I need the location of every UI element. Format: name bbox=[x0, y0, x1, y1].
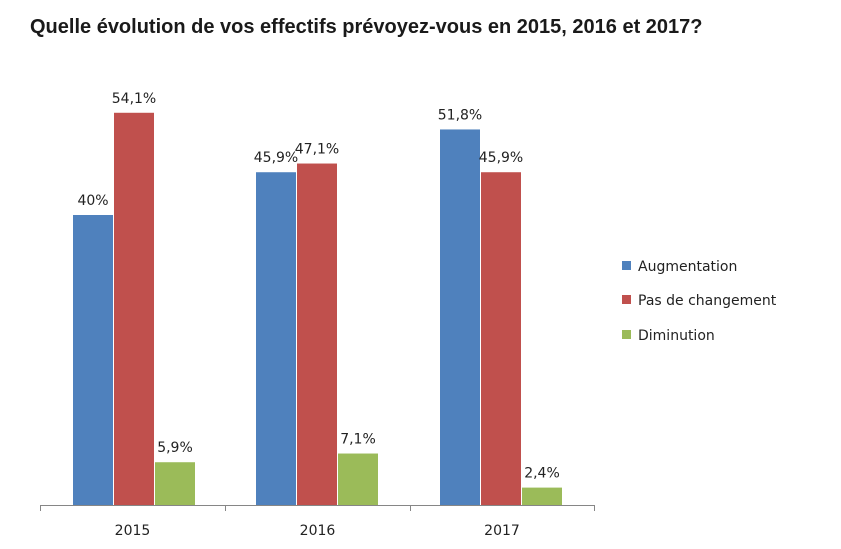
legend-swatch-augmentation bbox=[622, 261, 631, 270]
data-label: 2,4% bbox=[524, 466, 560, 482]
legend-label: Diminution bbox=[638, 328, 715, 344]
legend-label: Pas de changement bbox=[638, 293, 777, 309]
bar-2017-augmentation bbox=[440, 129, 480, 505]
legend-swatch-diminution bbox=[622, 330, 631, 339]
data-label: 40% bbox=[77, 193, 108, 209]
bar-2016-pas-de-changement bbox=[297, 163, 337, 505]
data-label: 5,9% bbox=[157, 440, 193, 456]
bar-2016-augmentation bbox=[256, 172, 296, 505]
data-label: 47,1% bbox=[295, 142, 339, 158]
x-tick-label: 2015 bbox=[115, 523, 151, 539]
chart-title: Quelle évolution de vos effectifs prévoy… bbox=[30, 16, 703, 38]
bar-2017-pas-de-changement bbox=[481, 172, 521, 505]
x-tick-label: 2016 bbox=[300, 523, 336, 539]
legend-label: Augmentation bbox=[638, 259, 737, 275]
x-tick-label: 2017 bbox=[484, 523, 520, 539]
bar-2015-augmentation bbox=[73, 215, 113, 505]
bar-2016-diminution bbox=[338, 453, 378, 505]
data-label: 54,1% bbox=[112, 91, 156, 107]
data-label: 45,9% bbox=[479, 150, 523, 166]
data-label: 45,9% bbox=[254, 150, 298, 166]
bar-2017-diminution bbox=[522, 487, 562, 505]
bar-2015-pas-de-changement bbox=[114, 112, 154, 506]
legend-swatch-pas-de-changement bbox=[622, 295, 631, 304]
bar-2015-diminution bbox=[155, 462, 195, 505]
data-label: 51,8% bbox=[438, 107, 482, 123]
data-label: 7,1% bbox=[340, 432, 376, 448]
